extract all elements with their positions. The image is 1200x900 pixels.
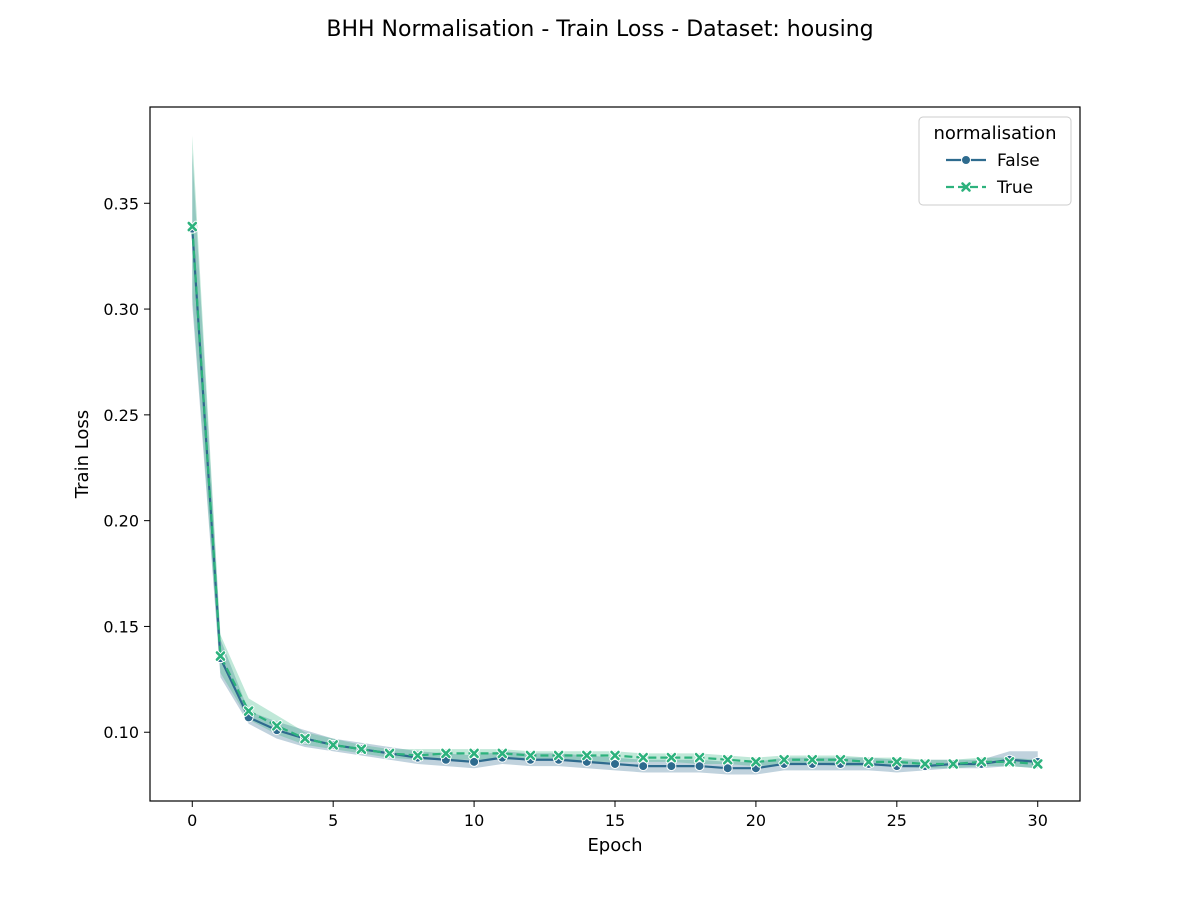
point-true [299,732,311,745]
y-axis-ticks: 0.10 0.15 0.20 0.25 0.30 0.35 [103,194,150,742]
point-true [552,749,565,762]
chart-title: BHH Normalisation - Train Loss - Dataset… [326,17,873,42]
x-tick-label: 25 [887,811,907,830]
point-true [214,650,227,662]
point-true [440,747,452,760]
x-tick-label: 0 [187,811,197,830]
point-true [411,749,424,762]
point-true [947,758,959,770]
point-true [468,747,480,760]
point-true [750,756,762,768]
y-axis-label: Train Loss [72,410,93,499]
point-true [327,739,339,751]
legend-marker-true [961,182,971,192]
point-true [721,753,734,766]
point-true [637,751,649,764]
point-true [496,747,509,760]
point-false [610,758,620,769]
point-true [242,705,255,717]
point-false [666,761,677,772]
legend-item-false: False [946,151,1040,171]
y-tick-label: 0.35 [103,194,139,213]
x-axis-ticks: 0 5 10 15 20 25 30 [187,801,1048,830]
legend-frame [918,116,1072,206]
point-true [581,749,593,762]
point-true [1003,756,1016,768]
legend-label-false: False [997,151,1040,171]
y-tick-label: 0.20 [103,512,139,531]
point-true [834,753,847,766]
point-true [891,756,903,768]
point-true [383,747,396,760]
point-true [186,220,199,233]
y-tick-label: 0.15 [103,617,139,636]
point-true [355,743,368,755]
x-tick-label: 10 [464,811,484,830]
point-true [975,756,988,768]
point-false [469,756,480,767]
point-false [694,761,705,772]
legend-marker-false [961,155,971,165]
y-tick-label: 0.25 [103,406,139,425]
point-true [1031,758,1044,770]
point-true [693,751,706,764]
point-true [609,749,621,762]
legend-item-true: True [946,178,1033,198]
series-markers [186,220,1044,774]
x-tick-label: 5 [328,811,338,830]
x-axis-label: Epoch [587,835,642,856]
point-true [778,753,790,766]
x-tick-label: 20 [746,811,766,830]
x-tick-label: 30 [1028,811,1048,830]
y-tick-label: 0.30 [103,300,139,319]
point-true [271,720,283,732]
legend-title: normalisation [934,123,1057,144]
point-false [638,761,649,772]
point-true [919,758,931,770]
legend-label-true: True [996,178,1033,198]
point-true [806,753,819,766]
point-true [524,749,537,762]
y-tick-label: 0.10 [103,723,139,742]
legend: normalisation False True [918,116,1072,206]
x-tick-label: 15 [605,811,625,830]
point-true [862,756,875,768]
point-true [665,751,678,764]
point-false [722,763,733,774]
